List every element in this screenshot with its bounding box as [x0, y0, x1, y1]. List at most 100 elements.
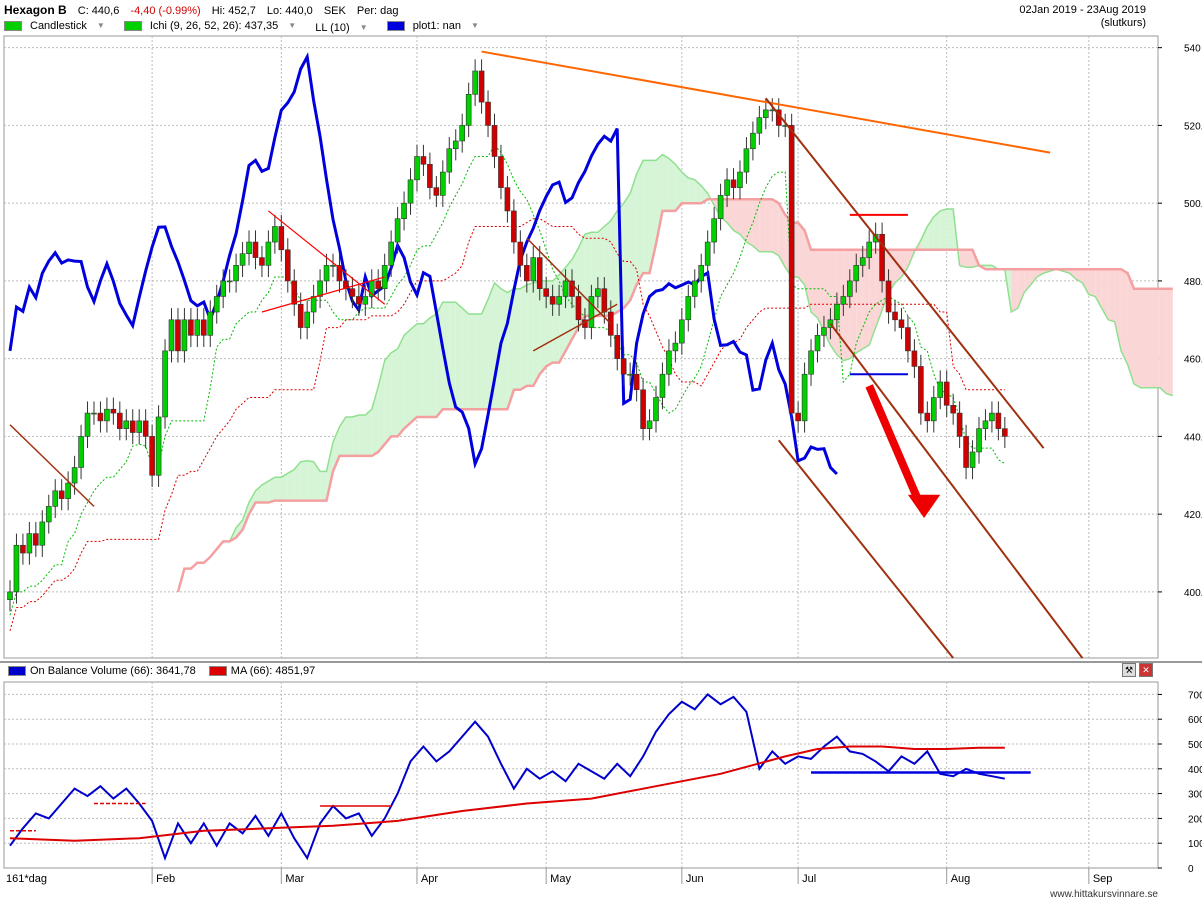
- candle-body: [375, 280, 382, 289]
- candle-body: [26, 533, 33, 554]
- ichimoku-cloud: [391, 348, 398, 437]
- trend-line: [532, 303, 618, 352]
- candle-body: [801, 373, 808, 422]
- candle-body: [162, 350, 168, 418]
- ichimoku-cloud: [804, 230, 812, 313]
- candle-body: [795, 412, 801, 422]
- candlestick-swatch-icon: [4, 21, 22, 31]
- chevron-down-icon[interactable]: ▼: [359, 23, 368, 32]
- ichimoku-cloud: [345, 416, 353, 456]
- month-label: 161*dag: [6, 873, 47, 885]
- candle-body: [336, 265, 343, 282]
- legend-ll[interactable]: LL (10) ▼: [315, 20, 375, 36]
- candle-body: [194, 319, 201, 336]
- candle-body: [201, 319, 207, 336]
- candle-body: [310, 296, 317, 313]
- trend-line: [261, 276, 385, 313]
- ichimoku-cloud: [320, 471, 327, 501]
- legend-ichi[interactable]: Ichi (9, 26, 52, 26): 437,35 ▼: [123, 18, 304, 34]
- high-value: Hi: 452,7: [211, 5, 256, 17]
- candle-body: [13, 544, 20, 593]
- ichimoku-cloud: [1101, 269, 1109, 320]
- period-label: Per: dag: [356, 5, 399, 17]
- candle-body: [181, 319, 188, 352]
- ichimoku-cloud: [526, 282, 534, 386]
- candle-body: [272, 226, 278, 243]
- legend-plot1[interactable]: plot1: nan ▼: [386, 18, 487, 34]
- down-arrow-head: [907, 494, 941, 519]
- candle-body: [859, 257, 866, 266]
- ichimoku-cloud: [1127, 273, 1135, 384]
- price-tick-label: 400.0: [1184, 588, 1202, 599]
- close-icon[interactable]: ✕: [1139, 663, 1153, 677]
- trend-line: [765, 97, 1045, 449]
- candle-body: [498, 156, 504, 188]
- candle-body: [853, 265, 860, 282]
- tenkan-line: [9, 143, 1006, 616]
- chevron-down-icon[interactable]: ▼: [96, 21, 105, 30]
- ichimoku-cloud: [817, 249, 824, 332]
- ichimoku-span-b: [176, 198, 1173, 593]
- ichimoku-cloud: [1017, 269, 1025, 309]
- candle-body: [452, 140, 459, 150]
- currency-label: SEK: [323, 5, 346, 17]
- candle-body: [685, 296, 692, 321]
- candle-body: [233, 265, 239, 282]
- legend-plot1-label: plot1: nan: [412, 20, 462, 32]
- wrench-icon[interactable]: ⚒: [1122, 663, 1136, 677]
- candle-body: [943, 381, 950, 406]
- ichimoku-cloud: [966, 249, 973, 268]
- ichimoku-cloud: [584, 232, 592, 316]
- candle-body: [472, 70, 478, 95]
- ichimoku-cloud: [552, 275, 560, 363]
- candle-body: [788, 125, 795, 414]
- candle-body: [595, 288, 601, 297]
- obv-line: [9, 693, 1005, 862]
- ichimoku-cloud: [772, 199, 779, 256]
- candle-body: [698, 265, 705, 282]
- ichimoku-cloud: [249, 490, 256, 515]
- candle-body: [207, 311, 214, 336]
- ichimoku-cloud: [423, 317, 430, 417]
- ichimoku-cloud: [287, 469, 295, 501]
- candle-body: [213, 296, 220, 313]
- ichimoku-cloud: [630, 174, 637, 301]
- ichimoku-cloud: [300, 460, 308, 501]
- ichimoku-cloud: [623, 193, 631, 309]
- candle-body: [653, 397, 659, 422]
- candle-body: [440, 171, 446, 196]
- legend-candlestick[interactable]: Candlestick ▼: [4, 18, 113, 34]
- ichimoku-cloud: [830, 249, 837, 355]
- candle-body: [459, 125, 466, 142]
- chevron-down-icon[interactable]: ▼: [288, 21, 297, 30]
- candle-body: [20, 544, 26, 554]
- candle-body: [511, 210, 517, 243]
- ichimoku-cloud: [1159, 288, 1167, 394]
- price-tick-label: 460.0: [1184, 355, 1202, 366]
- close-value: C: 440,6: [77, 5, 120, 17]
- ichimoku-cloud: [1114, 269, 1122, 351]
- candle-body: [142, 420, 149, 437]
- legend-ll-label: LL (10): [315, 22, 350, 34]
- candle-body: [117, 412, 123, 429]
- change-value: -4,40 (-0.99%): [130, 5, 201, 17]
- candle-body: [950, 405, 956, 414]
- ichimoku-cloud: [488, 282, 495, 410]
- candle-body: [620, 358, 627, 375]
- candle-body: [730, 179, 737, 188]
- candle-body: [123, 420, 130, 429]
- ichimoku-cloud: [410, 323, 417, 423]
- obv-tick-label: 0: [1188, 864, 1194, 875]
- candle-body: [834, 303, 840, 321]
- candle-body: [543, 288, 549, 297]
- ichimoku-cloud: [662, 154, 669, 211]
- candle-body: [750, 132, 756, 150]
- ichimoku-cloud: [643, 160, 650, 274]
- legend-candlestick-label: Candlestick: [30, 20, 87, 32]
- ichimoku-cloud: [481, 299, 489, 410]
- ichimoku-cloud: [1011, 269, 1018, 313]
- candle-body: [349, 288, 356, 297]
- chevron-down-icon[interactable]: ▼: [471, 21, 479, 30]
- month-label: Jun: [686, 873, 704, 885]
- candle-body: [905, 327, 911, 352]
